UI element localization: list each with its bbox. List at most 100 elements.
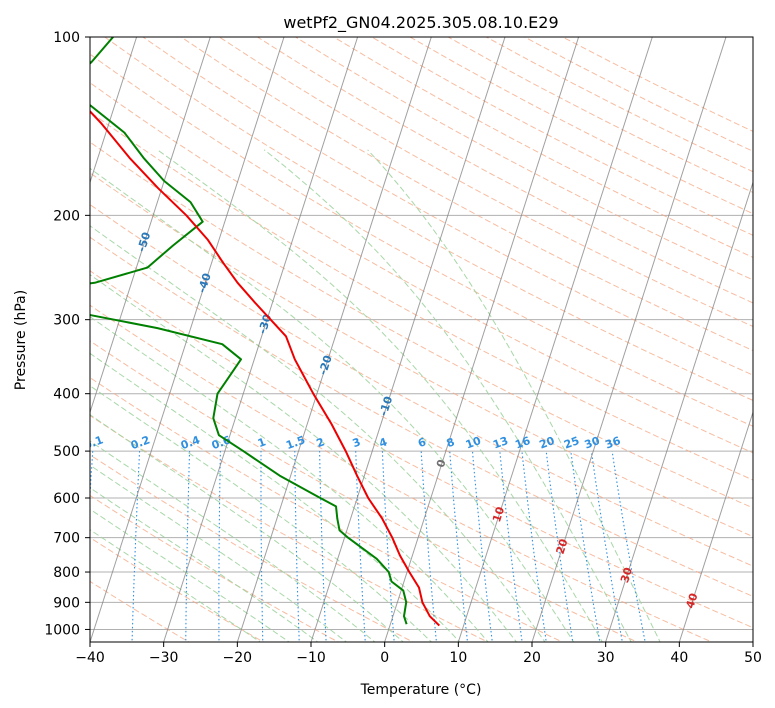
isotherm-line xyxy=(90,37,285,642)
isotherm-label: 0 xyxy=(434,458,449,470)
y-tick-label: 300 xyxy=(53,313,80,329)
isotherm-label: 10 xyxy=(490,505,507,524)
dry-adiabat-line xyxy=(90,537,265,642)
mixing-ratio-label: 10 xyxy=(464,434,483,452)
mixing-ratio-line xyxy=(570,451,601,642)
moist-adiabat-line xyxy=(90,316,489,642)
mixing-ratio-label: 0.4 xyxy=(179,433,202,452)
moist-adiabat-line xyxy=(367,149,661,642)
isotherms xyxy=(90,37,753,642)
mixing-ratio-label: 1 xyxy=(256,435,268,450)
y-tick-label: 600 xyxy=(53,491,80,507)
dry-adiabat-line xyxy=(90,454,415,642)
mixing-ratio-label: 0.2 xyxy=(129,433,152,452)
isotherm-line xyxy=(531,37,727,642)
y-tick-label: 700 xyxy=(53,531,80,547)
mixing-ratio-label: 20 xyxy=(538,434,557,452)
moist-adiabat-line xyxy=(157,149,603,642)
x-tick-label: −10 xyxy=(296,650,326,666)
isotherm-line xyxy=(457,37,653,642)
dry-adiabat-line xyxy=(90,141,753,509)
x-tick-label: 30 xyxy=(597,650,615,666)
mixing-ratio-line xyxy=(294,451,300,642)
mixing-ratio-label: 1.5 xyxy=(284,433,307,452)
y-tick-label: 900 xyxy=(53,595,80,611)
dry-adiabat-line xyxy=(90,53,753,427)
x-tick-label: 0 xyxy=(380,650,389,666)
isotherm-line xyxy=(678,410,753,642)
y-tick-label: 1000 xyxy=(44,622,80,638)
y-axis-ticks: 100 200 300 400 500 600 700 800 900 1000 xyxy=(44,30,90,638)
x-tick-label: −20 xyxy=(223,650,253,666)
moist-adiabat-line xyxy=(90,225,546,642)
mixing-ratio-line xyxy=(590,451,623,642)
plot-frame xyxy=(89,36,754,643)
isotherm-line xyxy=(163,37,359,642)
dry-adiabat-line xyxy=(90,82,753,454)
dry-adiabat-line xyxy=(104,37,753,401)
y-tick-label: 800 xyxy=(53,565,80,581)
dewpoint-profile-line xyxy=(90,37,408,625)
mixing-ratio-line xyxy=(611,451,646,642)
isotherm-label: 20 xyxy=(554,537,571,556)
x-axis-label: Temperature (°C) xyxy=(360,682,482,698)
mixing-ratio-line xyxy=(185,451,191,642)
mixing-ratio-label: 13 xyxy=(491,434,510,451)
dry-adiabat-line xyxy=(90,580,190,642)
dry-adiabat-line xyxy=(142,37,753,376)
temperature-profile-line xyxy=(90,109,441,627)
isotherm-label: -40 xyxy=(195,271,214,294)
isotherm-line xyxy=(90,37,211,414)
dry-adiabat-line xyxy=(90,304,713,642)
isotherm-label: 30 xyxy=(618,565,635,584)
dry-adiabat-line xyxy=(90,340,639,642)
y-tick-label: 500 xyxy=(53,444,80,460)
moist-adiabat-line xyxy=(90,440,376,642)
y-axis-label: Pressure (hPa) xyxy=(13,290,29,390)
mixing-ratio-label: 2 xyxy=(315,435,327,450)
mixing-ratio-label: 6 xyxy=(416,435,428,450)
x-tick-label: −30 xyxy=(149,650,179,666)
mixing-ratio-label: 8 xyxy=(445,435,457,450)
mixing-ratio-label: 3 xyxy=(351,435,363,450)
mixing-ratio-label: 30 xyxy=(583,434,602,452)
plot-background xyxy=(90,37,753,642)
isotherm-label: -50 xyxy=(135,230,154,253)
plot-area: 0.10.20.40.611.52346810131620253036-100-… xyxy=(90,37,753,642)
mixing-ratio-line xyxy=(319,451,327,642)
x-tick-label: −40 xyxy=(75,650,105,666)
dry-adiabat-line xyxy=(257,37,753,304)
dry-adiabat-line xyxy=(90,270,753,629)
isotherm-line xyxy=(236,37,432,642)
moist-adiabat-line xyxy=(90,385,433,642)
moist-adiabat-line xyxy=(90,464,348,642)
dry-adiabat-line xyxy=(180,37,753,352)
mixing-ratio-label: 36 xyxy=(603,434,622,452)
isotherm-line xyxy=(384,37,580,642)
mixing-ratio-line xyxy=(218,451,221,642)
mixing-ratio-label: 4 xyxy=(377,435,389,450)
x-axis-ticks: −40 −30 −20 −10 0 10 20 30 40 50 xyxy=(75,642,762,666)
x-tick-label: 10 xyxy=(449,650,467,666)
isotherm-line xyxy=(605,180,753,642)
dry-adiabat-line xyxy=(90,414,489,642)
mixing-ratio-label: 25 xyxy=(562,434,581,451)
dry-adiabat-line xyxy=(90,172,753,538)
moist-adiabat-line xyxy=(90,529,262,642)
moist-adiabat-line xyxy=(90,274,518,642)
dry-adiabat-line xyxy=(90,111,753,481)
moist-adiabat-line xyxy=(90,167,575,642)
dry-adiabat-line xyxy=(90,377,564,642)
isotherm-label: -10 xyxy=(377,394,396,417)
x-tick-label: 40 xyxy=(670,650,688,666)
mixing-ratio-label: 16 xyxy=(513,434,532,452)
y-tick-label: 100 xyxy=(53,30,80,46)
moist-adiabat-line xyxy=(263,149,632,642)
x-tick-label: 20 xyxy=(523,650,541,666)
y-tick-label: 400 xyxy=(53,387,80,403)
dry-adiabat-line xyxy=(90,236,753,598)
x-tick-label: 50 xyxy=(744,650,762,666)
isotherm-line xyxy=(310,37,506,642)
y-tick-label: 200 xyxy=(53,208,80,224)
